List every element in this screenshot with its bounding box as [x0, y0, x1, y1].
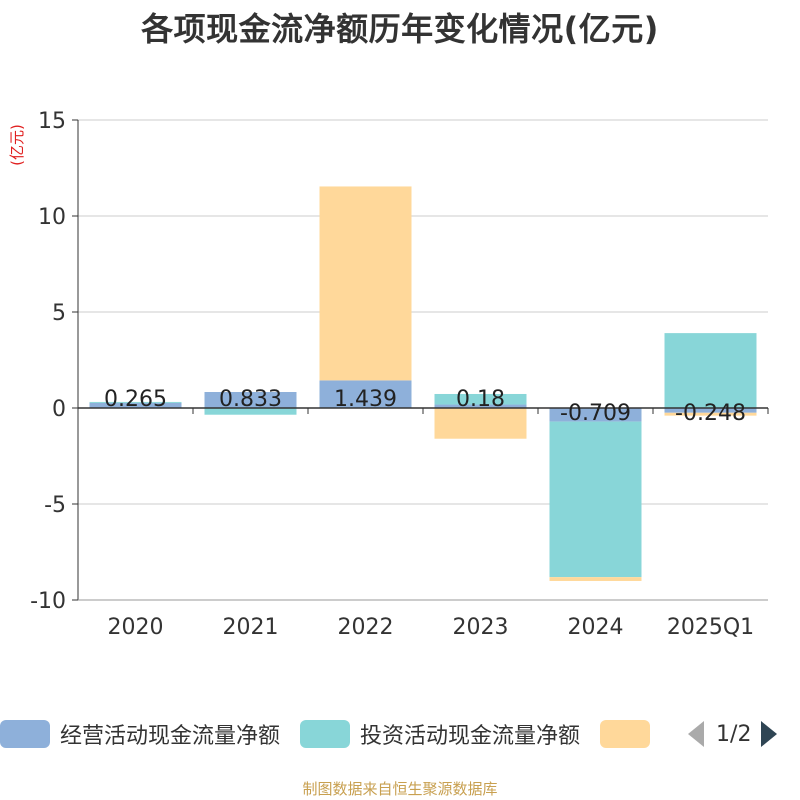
bar-series1-2021: [204, 392, 297, 408]
bar-series2-2021: [204, 408, 297, 415]
data-label: 1.439: [334, 387, 397, 412]
legend-next-page-icon[interactable]: [761, 721, 778, 747]
data-label: 0.265: [104, 387, 167, 412]
legend-pager: 1/2: [688, 721, 778, 747]
legend-item-operating[interactable]: 经营活动现金流量净额: [0, 718, 280, 750]
bar-series3-2022: [319, 186, 412, 381]
bar-series1-2023: [434, 404, 527, 408]
x-tick-label: 2022: [338, 615, 394, 640]
y-tick-label: 15: [38, 109, 66, 134]
y-tick-label: 5: [52, 301, 66, 326]
bar-layer: [89, 186, 757, 581]
legend-swatch-financing: [600, 720, 651, 748]
y-tick-label: -10: [30, 589, 66, 614]
legend: 经营活动现金流量净额 投资活动现金流量净额 1/2: [0, 716, 778, 752]
bar-series3-2025Q1: [664, 412, 757, 416]
y-tick-label: -5: [44, 493, 66, 518]
bar-series1-2020: [89, 402, 182, 408]
legend-label-investing: 投资活动现金流量净额: [360, 724, 581, 749]
label-layer: 0.265 0.833 1.439 0.18 -0.709 -0.248: [104, 387, 746, 426]
legend-prev-page-icon[interactable]: [688, 721, 705, 747]
legend-item-financing[interactable]: [600, 720, 660, 748]
legend-swatch-operating: [0, 720, 50, 748]
bar-series3-2023: [434, 408, 527, 439]
chart-title: 各项现金流净额历年变化情况(亿元): [141, 10, 659, 48]
y-axis-unit-label: (亿元): [8, 124, 26, 166]
legend-item-investing[interactable]: 投资活动现金流量净额: [300, 718, 580, 750]
y-tick-label: 10: [38, 205, 66, 230]
legend-page-indicator: 1/2: [716, 721, 752, 747]
bar-series1-2022: [319, 380, 412, 408]
x-tick-label: 2025Q1: [667, 615, 754, 640]
x-tick-label: 2020: [108, 615, 164, 640]
bar-series2-2025Q1: [664, 333, 757, 408]
bar-series1-2025Q1: [664, 408, 757, 413]
legend-swatch-investing: [300, 720, 351, 748]
data-label: 0.18: [456, 387, 505, 412]
legend-label-operating: 经营活动现金流量净额: [60, 724, 281, 749]
bar-series2-2024: [549, 421, 642, 578]
bar-series3-2024: [549, 577, 642, 581]
bar-series2-2020: [89, 401, 182, 403]
data-label: -0.248: [675, 401, 746, 426]
grid-layer: [78, 119, 768, 601]
source-note: 制图数据来自恒生聚源数据库: [302, 780, 498, 798]
axis-layer: 15 10 5 0 -5 -10 2020 2021 2022 2023 2024 2025Q1: [30, 109, 769, 640]
data-label: -0.709: [560, 401, 631, 426]
x-tick-label: 2023: [453, 615, 509, 640]
y-tick-label: 0: [52, 397, 66, 422]
x-tick-label: 2024: [568, 615, 624, 640]
bar-series2-2023: [434, 393, 527, 405]
bar-series1-2024: [549, 408, 642, 422]
x-tick-label: 2021: [223, 615, 279, 640]
data-label: 0.833: [219, 387, 282, 412]
